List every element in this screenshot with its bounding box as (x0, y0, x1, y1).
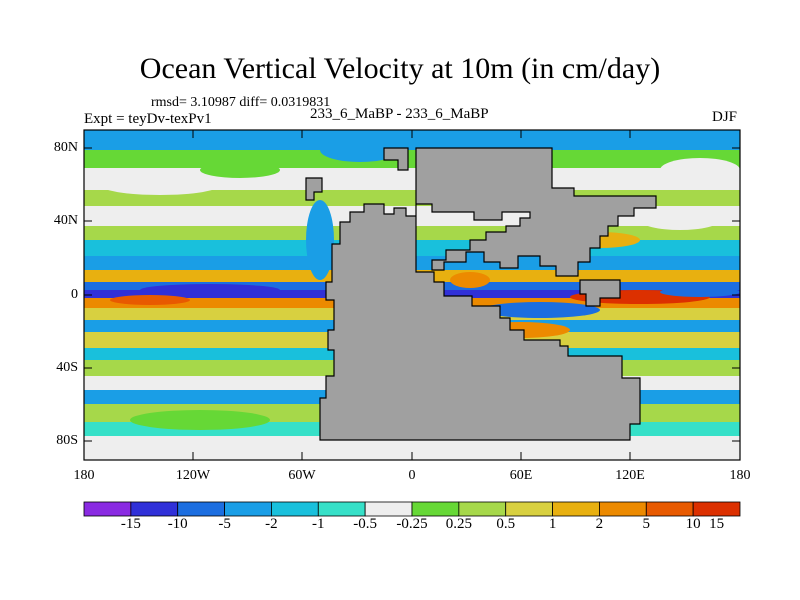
land-mass (319, 147, 657, 441)
lon-label-60w: 60W (288, 468, 316, 483)
colorbar-swatch (364, 501, 413, 517)
colorbar-swatch (692, 501, 741, 517)
lat-label-40s: 40S (56, 360, 78, 375)
lon-label-120w: 120W (175, 468, 211, 483)
lon-label-180e: 180 (729, 468, 751, 483)
colorbar-swatch (505, 501, 553, 517)
colorbar-swatch (411, 501, 460, 517)
colorbar (83, 501, 741, 517)
colorbar-label: -1 (312, 516, 325, 532)
colorbar-label: -5 (218, 516, 231, 532)
season-label: DJF (712, 109, 738, 125)
lat-label-80n: 80N (53, 140, 78, 155)
colorbar-swatch (224, 501, 272, 517)
land-island (305, 177, 323, 201)
lon-label-120e: 120E (615, 468, 645, 483)
experiment-label: Expt = teyDv-texPv1 (84, 111, 212, 127)
colorbar-swatch (130, 501, 179, 517)
lat-label-40n: 40N (53, 213, 78, 228)
stats-label: rmsd= 3.10987 diff= 0.0319831 (151, 95, 331, 110)
colorbar-label: 5 (642, 516, 651, 532)
colorbar-label: 0.25 (445, 516, 473, 532)
run-label: 233_6_MaBP - 233_6_MaBP (310, 106, 489, 122)
colorbar-swatch (599, 501, 647, 517)
colorbar-label: -15 (120, 516, 141, 532)
lon-label-60e: 60E (509, 468, 533, 483)
lon-label-180w: 180 (73, 468, 95, 483)
lon-label-0: 0 (408, 468, 416, 483)
colorbar-swatch (458, 501, 507, 517)
colorbar-swatch (83, 501, 132, 517)
axis-ticks (83, 130, 741, 460)
colorbar-label: -10 (167, 516, 188, 532)
colorbar-swatch (317, 501, 366, 517)
land-india-block (579, 279, 621, 307)
colorbar-label: 15 (709, 516, 725, 532)
lat-label-80s: 80S (56, 433, 78, 448)
colorbar-label: 0.5 (496, 516, 516, 532)
colorbar-label: 1 (548, 516, 557, 532)
colorbar-swatch (271, 501, 319, 517)
colorbar-swatch (645, 501, 694, 517)
colorbar-label: -2 (265, 516, 278, 532)
colorbar-swatch (177, 501, 225, 517)
colorbar-label: -0.5 (353, 516, 377, 532)
chart-title: Ocean Vertical Velocity at 10m (in cm/da… (139, 52, 661, 85)
colorbar-label: 2 (595, 516, 604, 532)
colorbar-label: -0.25 (396, 516, 428, 532)
colorbar-label: 10 (685, 516, 701, 532)
colorbar-swatch (552, 501, 600, 517)
land-greenland (383, 147, 409, 171)
lat-label-eq: 0 (71, 287, 78, 302)
